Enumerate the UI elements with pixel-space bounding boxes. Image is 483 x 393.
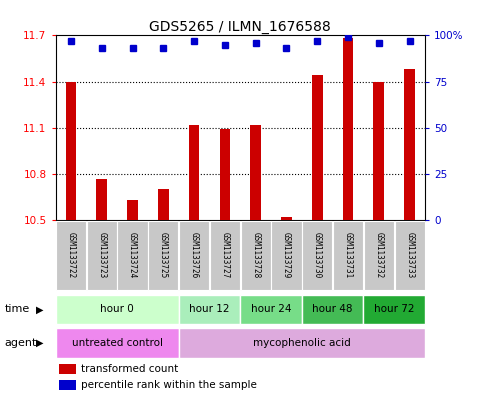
Text: GSM1133725: GSM1133725 xyxy=(159,232,168,279)
Text: percentile rank within the sample: percentile rank within the sample xyxy=(82,380,257,389)
Bar xyxy=(56,295,179,324)
Text: GSM1133731: GSM1133731 xyxy=(343,232,353,279)
Bar xyxy=(117,221,148,290)
Bar xyxy=(59,364,76,374)
Text: GSM1133730: GSM1133730 xyxy=(313,232,322,279)
Bar xyxy=(240,295,302,324)
Bar xyxy=(312,75,323,220)
Bar xyxy=(59,380,76,390)
Bar xyxy=(148,221,178,290)
Bar xyxy=(364,221,394,290)
Text: transformed count: transformed count xyxy=(82,364,179,374)
Bar xyxy=(179,221,209,290)
Bar xyxy=(179,295,240,324)
Bar xyxy=(158,189,169,220)
Bar xyxy=(86,221,117,290)
Text: hour 48: hour 48 xyxy=(313,305,353,314)
Text: GSM1133724: GSM1133724 xyxy=(128,232,137,279)
Bar xyxy=(179,328,425,358)
Text: hour 12: hour 12 xyxy=(189,305,230,314)
Text: ▶: ▶ xyxy=(36,304,44,314)
Text: hour 24: hour 24 xyxy=(251,305,291,314)
Bar xyxy=(241,221,271,290)
Title: GDS5265 / ILMN_1676588: GDS5265 / ILMN_1676588 xyxy=(149,20,331,34)
Text: GSM1133727: GSM1133727 xyxy=(220,232,229,279)
Bar xyxy=(373,81,384,220)
Bar xyxy=(395,221,425,290)
Bar xyxy=(271,221,301,290)
Bar xyxy=(302,295,364,324)
Bar xyxy=(56,328,179,358)
Text: ▶: ▶ xyxy=(36,338,44,348)
Bar xyxy=(250,125,261,220)
Text: GSM1133722: GSM1133722 xyxy=(67,232,75,279)
Text: GSM1133726: GSM1133726 xyxy=(190,232,199,279)
Bar xyxy=(302,221,332,290)
Bar xyxy=(219,129,230,220)
Bar xyxy=(333,221,363,290)
Text: agent: agent xyxy=(5,338,37,348)
Bar xyxy=(66,81,76,220)
Text: mycophenolic acid: mycophenolic acid xyxy=(253,338,351,348)
Text: GSM1133732: GSM1133732 xyxy=(374,232,384,279)
Text: untreated control: untreated control xyxy=(71,338,163,348)
Bar xyxy=(127,200,138,220)
Text: GSM1133728: GSM1133728 xyxy=(251,232,260,279)
Text: GSM1133723: GSM1133723 xyxy=(97,232,106,279)
Bar xyxy=(342,39,354,220)
Bar xyxy=(281,217,292,220)
Bar xyxy=(364,295,425,324)
Text: hour 0: hour 0 xyxy=(100,305,134,314)
Bar xyxy=(56,221,86,290)
Text: time: time xyxy=(5,304,30,314)
Text: GSM1133733: GSM1133733 xyxy=(405,232,414,279)
Bar xyxy=(96,178,107,220)
Bar xyxy=(189,125,199,220)
Text: hour 72: hour 72 xyxy=(374,305,414,314)
Bar xyxy=(404,69,415,220)
Text: GSM1133729: GSM1133729 xyxy=(282,232,291,279)
Bar xyxy=(210,221,240,290)
